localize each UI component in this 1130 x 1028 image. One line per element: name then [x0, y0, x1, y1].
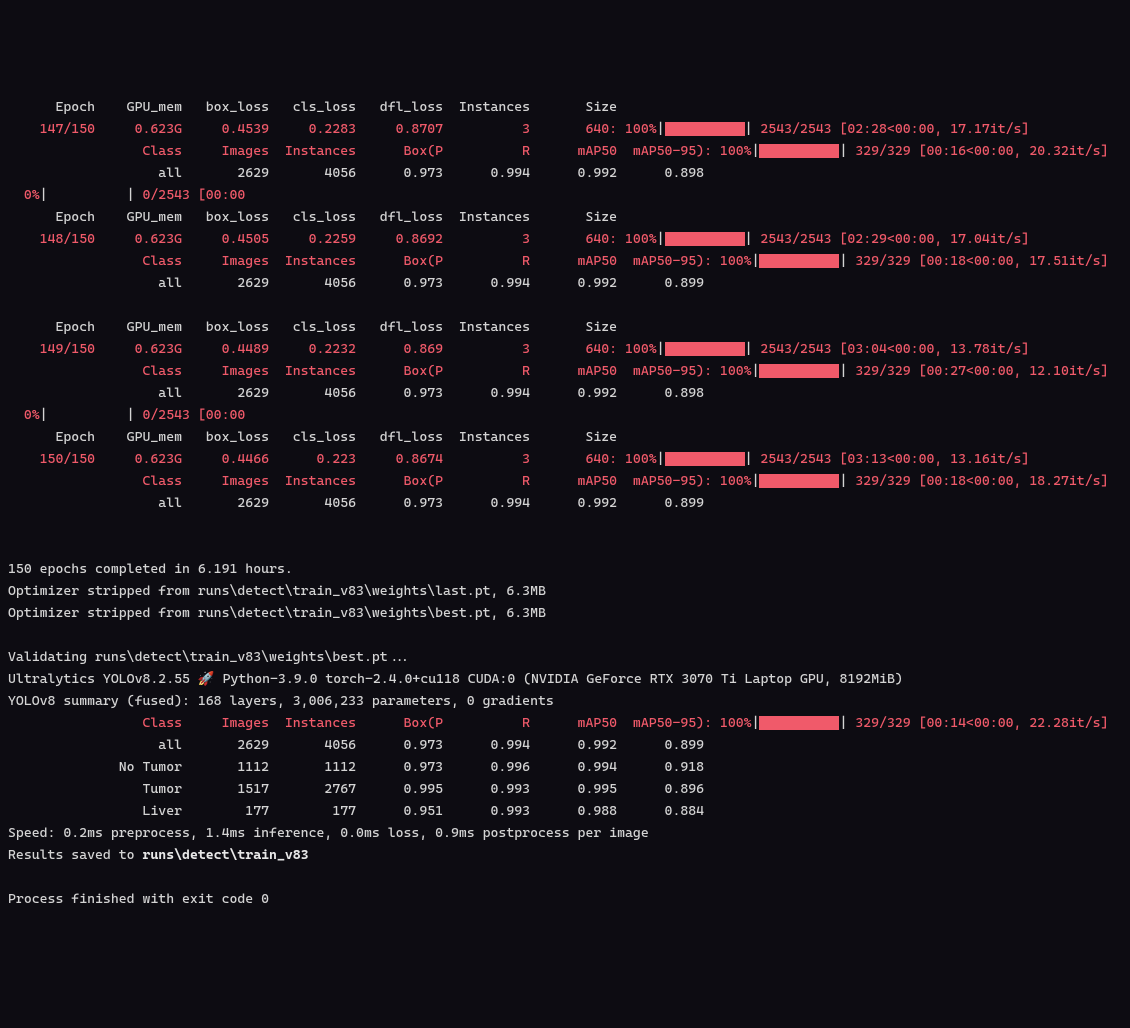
terminal-output: Epoch GPU_mem box_loss cls_loss dfl_loss…	[8, 96, 1122, 910]
